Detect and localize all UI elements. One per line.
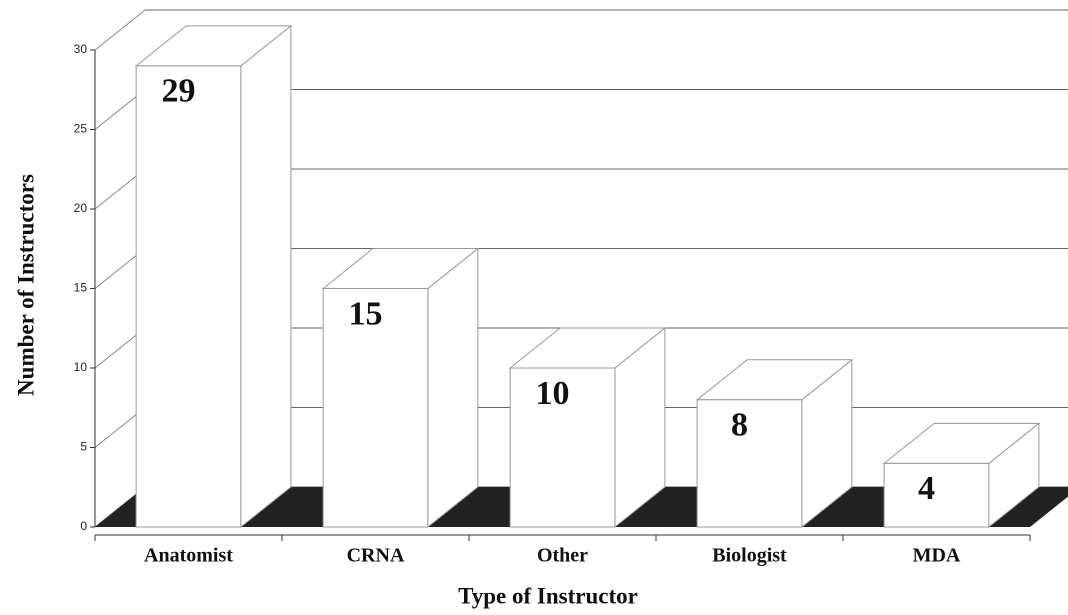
bar <box>322 288 429 528</box>
x-tick-label: Anatomist <box>144 545 233 567</box>
x-tick-label: Other <box>537 545 588 567</box>
data-label: 8 <box>731 407 748 444</box>
bar <box>883 462 990 528</box>
bar <box>135 65 242 528</box>
y-tick-label: 20 <box>74 201 88 215</box>
x-tick-label: CRNA <box>347 545 405 567</box>
y-tick-label: 25 <box>74 122 88 136</box>
bar <box>696 399 803 528</box>
data-label: 15 <box>349 295 383 332</box>
data-label: 29 <box>162 73 196 110</box>
x-axis-label: Type of Instructor <box>458 583 638 608</box>
bar-side <box>240 24 292 529</box>
y-tick-label: 15 <box>74 281 88 295</box>
y-tick-label: 0 <box>80 519 87 533</box>
bar-side <box>427 247 479 529</box>
y-tick-label: 30 <box>74 42 88 56</box>
y-axis-label: Number of Instructors <box>13 174 38 396</box>
x-tick-label: Biologist <box>712 545 787 567</box>
depth-line <box>94 9 146 51</box>
data-label: 4 <box>918 470 935 507</box>
y-tick-label: 5 <box>80 440 87 454</box>
bar <box>509 367 616 528</box>
y-tick-label: 10 <box>74 360 88 374</box>
x-tick-label: MDA <box>913 545 961 567</box>
data-label: 10 <box>536 375 570 412</box>
